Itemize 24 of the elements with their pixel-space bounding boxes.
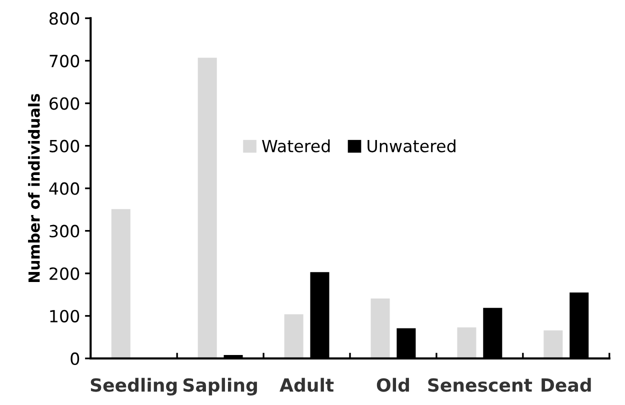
legend-label: Unwatered [368, 139, 456, 152]
y-tick-label: 700 [50, 54, 80, 68]
x-tick-label: Sapling [183, 378, 257, 396]
y-tick-label: 800 [50, 12, 80, 25]
x-tick-label: Adult [280, 378, 334, 392]
bar [370, 298, 390, 358]
y-tick-label: 200 [50, 267, 80, 280]
x-tick-label: Dead [542, 378, 591, 392]
bar [457, 327, 476, 358]
x-tick-label: Old [376, 378, 409, 392]
y-tick-label: 500 [50, 140, 80, 152]
x-tick-label: Senescent [428, 378, 532, 392]
legend-label: Watered [262, 139, 330, 152]
y-axis-title: Number of individuals [28, 94, 40, 282]
y-tick-label: 100 [50, 310, 80, 322]
y-tick-label: 600 [50, 97, 80, 110]
bar [544, 330, 563, 358]
bar [111, 209, 130, 358]
y-tick-label: 400 [49, 182, 80, 195]
bar [198, 58, 217, 358]
y-tick-label: 300 [50, 224, 80, 238]
y-tick-label: 0 [70, 352, 80, 365]
x-tick-label: Seedling [90, 378, 177, 396]
bar [284, 314, 304, 358]
